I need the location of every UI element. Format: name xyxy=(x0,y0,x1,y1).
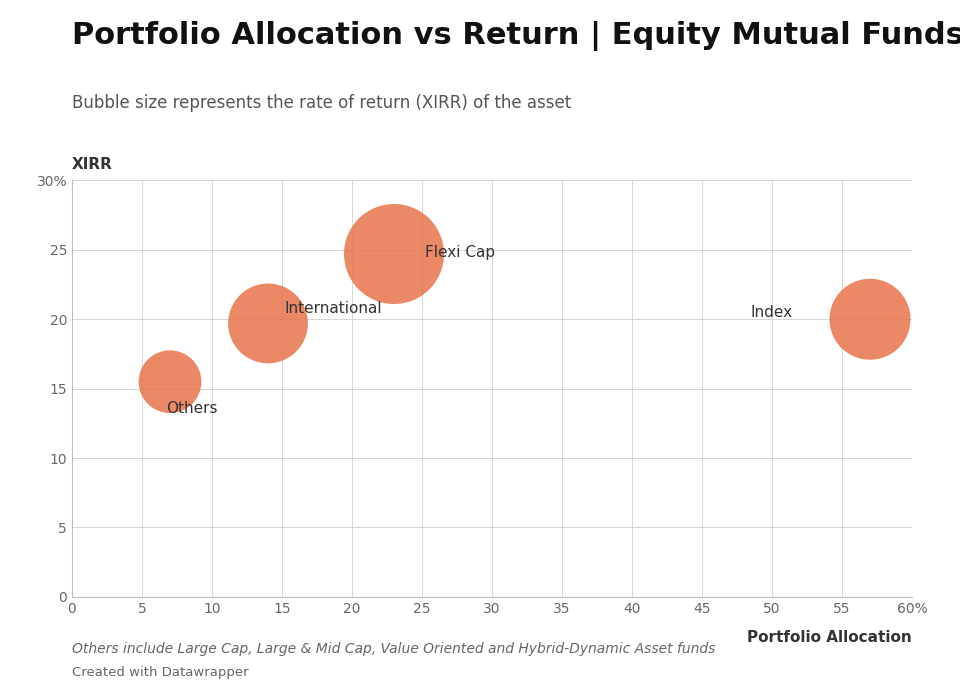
Point xyxy=(862,314,877,325)
Text: Portfolio Allocation: Portfolio Allocation xyxy=(747,630,912,645)
Text: Others include Large Cap, Large & Mid Cap, Value Oriented and Hybrid-Dynamic Ass: Others include Large Cap, Large & Mid Ca… xyxy=(72,642,715,656)
Text: Portfolio Allocation vs Return | Equity Mutual Funds: Portfolio Allocation vs Return | Equity … xyxy=(72,21,960,51)
Point xyxy=(260,318,276,329)
Text: XIRR: XIRR xyxy=(72,157,113,172)
Text: Bubble size represents the rate of return (XIRR) of the asset: Bubble size represents the rate of retur… xyxy=(72,94,571,112)
Text: Flexi Cap: Flexi Cap xyxy=(424,245,495,260)
Text: Others: Others xyxy=(166,400,217,416)
Text: Index: Index xyxy=(751,305,793,320)
Text: Created with Datawrapper: Created with Datawrapper xyxy=(72,666,249,679)
Text: International: International xyxy=(285,301,382,316)
Point xyxy=(386,248,401,260)
Point xyxy=(162,376,178,387)
